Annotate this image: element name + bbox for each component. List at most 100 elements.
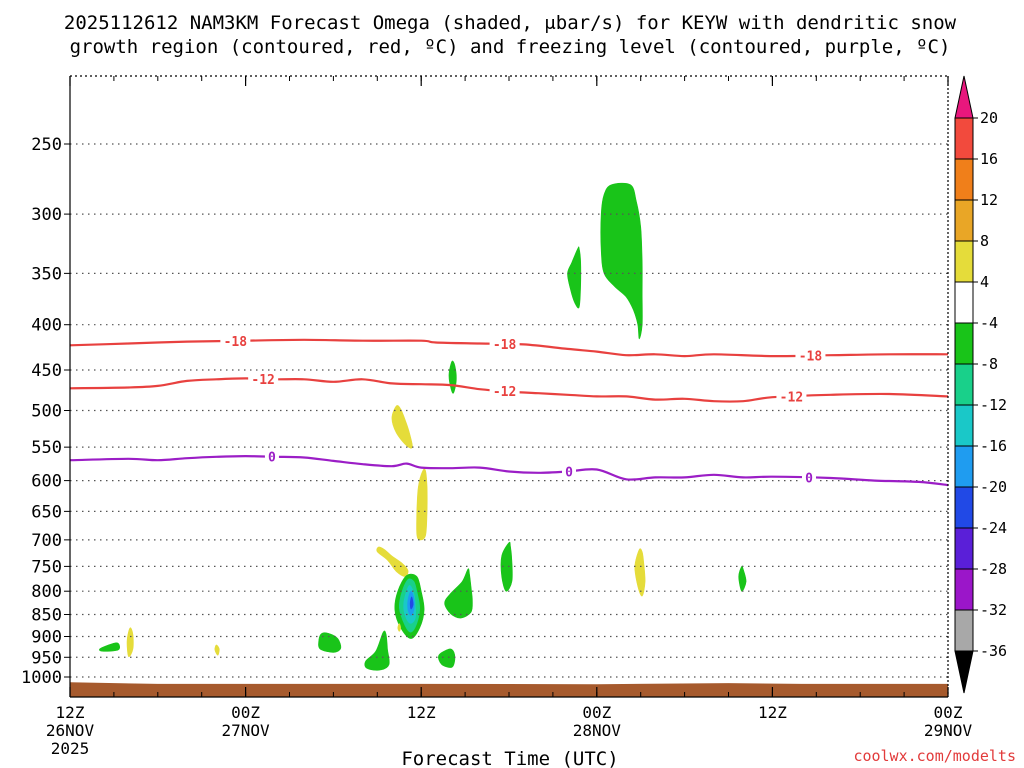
x-tick-label: 26NOV xyxy=(46,721,95,740)
colorbar-label: -36 xyxy=(980,642,1007,660)
colorbar-band xyxy=(954,568,974,611)
contour-label-bg xyxy=(264,448,279,465)
colorbar-band xyxy=(954,404,974,447)
colorbar-band xyxy=(954,281,974,324)
y-tick-label: 300 xyxy=(31,205,62,225)
contour-label: -18 xyxy=(224,335,248,350)
grid-layer xyxy=(70,143,948,678)
y-tick-label: 550 xyxy=(31,438,62,458)
y-tick-label: 450 xyxy=(31,361,62,381)
y-tick-label: 250 xyxy=(31,135,62,155)
x-tick-label: 12Z xyxy=(56,703,85,722)
contour-line xyxy=(69,377,949,403)
omega-region xyxy=(448,360,457,394)
y-tick-label: 750 xyxy=(31,557,62,577)
colorbar-band xyxy=(954,486,974,529)
contour-label-bg xyxy=(561,463,576,480)
contour-label: -18 xyxy=(493,338,517,353)
contour-label-bg xyxy=(489,383,520,400)
colorbar-label: -4 xyxy=(980,314,998,332)
colorbar-label: -32 xyxy=(980,601,1007,619)
colorbar-label: 20 xyxy=(980,109,998,127)
chart-title-line-2: growth region (contoured, red, ºC) and f… xyxy=(70,36,951,58)
omega-shading-layer xyxy=(99,182,747,671)
contour-label: -12 xyxy=(493,385,516,400)
contour-label: 0 xyxy=(268,451,276,466)
contour-line xyxy=(69,338,949,358)
omega-region xyxy=(738,565,747,592)
colorbar-arrow-up xyxy=(954,75,974,119)
y-tick-label: 950 xyxy=(31,648,62,668)
omega-region xyxy=(567,246,582,309)
contour-label-bg xyxy=(248,370,279,387)
y-tick-label: 850 xyxy=(31,606,62,626)
omega-region xyxy=(397,623,402,632)
omega-region xyxy=(99,642,120,652)
credit-text: coolwx.com/modelts xyxy=(853,747,1016,765)
y-tick-label: 900 xyxy=(31,627,62,647)
colorbar: 20 16 12 8 4 -4 -8 -12 -16 -20 -24 -28 -32 -36 xyxy=(954,75,1007,694)
contour-label: -12 xyxy=(780,390,803,405)
y-tick-label: 1000 xyxy=(21,668,62,688)
colorbar-label: -12 xyxy=(980,396,1007,414)
colorbar-band xyxy=(954,527,974,570)
y-tick-label: 350 xyxy=(31,264,62,284)
y-tick-label: 500 xyxy=(31,402,62,422)
axis-layer: 2503003504004505005506006507007508008509… xyxy=(21,75,973,758)
omega-region xyxy=(438,648,456,668)
colorbar-band xyxy=(954,240,974,283)
contour-label: 0 xyxy=(805,472,813,487)
y-tick-label: 650 xyxy=(31,502,62,522)
x-tick-label: 00Z xyxy=(582,703,611,722)
contour-label-bg xyxy=(776,388,807,405)
contour-label-bg xyxy=(801,469,816,486)
colorbar-label: -8 xyxy=(980,355,998,373)
x-tick-label: 27NOV xyxy=(222,721,271,740)
colorbar-band xyxy=(954,609,974,652)
colorbar-band xyxy=(954,322,974,365)
x-axis-label: Forecast Time (UTC) xyxy=(401,748,618,768)
colorbar-label: 8 xyxy=(980,232,989,250)
colorbar-arrow-down xyxy=(954,650,974,694)
omega-region xyxy=(318,632,342,653)
contour-label: 0 xyxy=(565,465,573,480)
x-tick-label: 28NOV xyxy=(573,721,622,740)
y-tick-label: 800 xyxy=(31,582,62,602)
contour-label: -18 xyxy=(799,349,823,364)
colorbar-label: -16 xyxy=(980,437,1007,455)
omega-region xyxy=(416,468,428,541)
y-tick-label: 400 xyxy=(31,316,62,336)
colorbar-band xyxy=(954,199,974,242)
colorbar-label: 16 xyxy=(980,150,998,168)
contour-label-bg xyxy=(489,335,520,352)
contour-label: -12 xyxy=(251,373,274,388)
x-tick-label: 00Z xyxy=(231,703,260,722)
colorbar-label: 12 xyxy=(980,191,998,209)
colorbar-band xyxy=(954,445,974,488)
omega-region xyxy=(500,541,513,592)
colorbar-label: 4 xyxy=(980,273,989,291)
contour-layer: -18 -18 -18 -12 -12 -12 0 0 0 xyxy=(69,332,949,487)
y-tick-label: 600 xyxy=(31,472,62,492)
contour-label-bg xyxy=(220,332,251,349)
chart-title-line-1: 2025112612 NAM3KM Forecast Omega (shaded… xyxy=(64,12,957,34)
omega-region xyxy=(444,568,473,619)
colorbar-band xyxy=(954,158,974,201)
colorbar-label: -28 xyxy=(980,560,1007,578)
omega-region xyxy=(409,596,414,610)
colorbar-label: -20 xyxy=(980,478,1007,496)
omega-region xyxy=(634,548,646,597)
omega-region xyxy=(126,627,134,658)
contour-label-bg xyxy=(795,347,826,364)
x-tick-label: 29NOV xyxy=(924,721,973,740)
y-tick-label: 700 xyxy=(31,531,62,551)
x-tick-label: 12Z xyxy=(407,703,436,722)
x-tick-label: 12Z xyxy=(758,703,787,722)
colorbar-band xyxy=(954,117,974,160)
colorbar-band xyxy=(954,363,974,406)
omega-region xyxy=(600,182,643,340)
contour-line xyxy=(69,454,949,487)
omega-region xyxy=(214,644,220,656)
omega-region xyxy=(364,630,390,671)
